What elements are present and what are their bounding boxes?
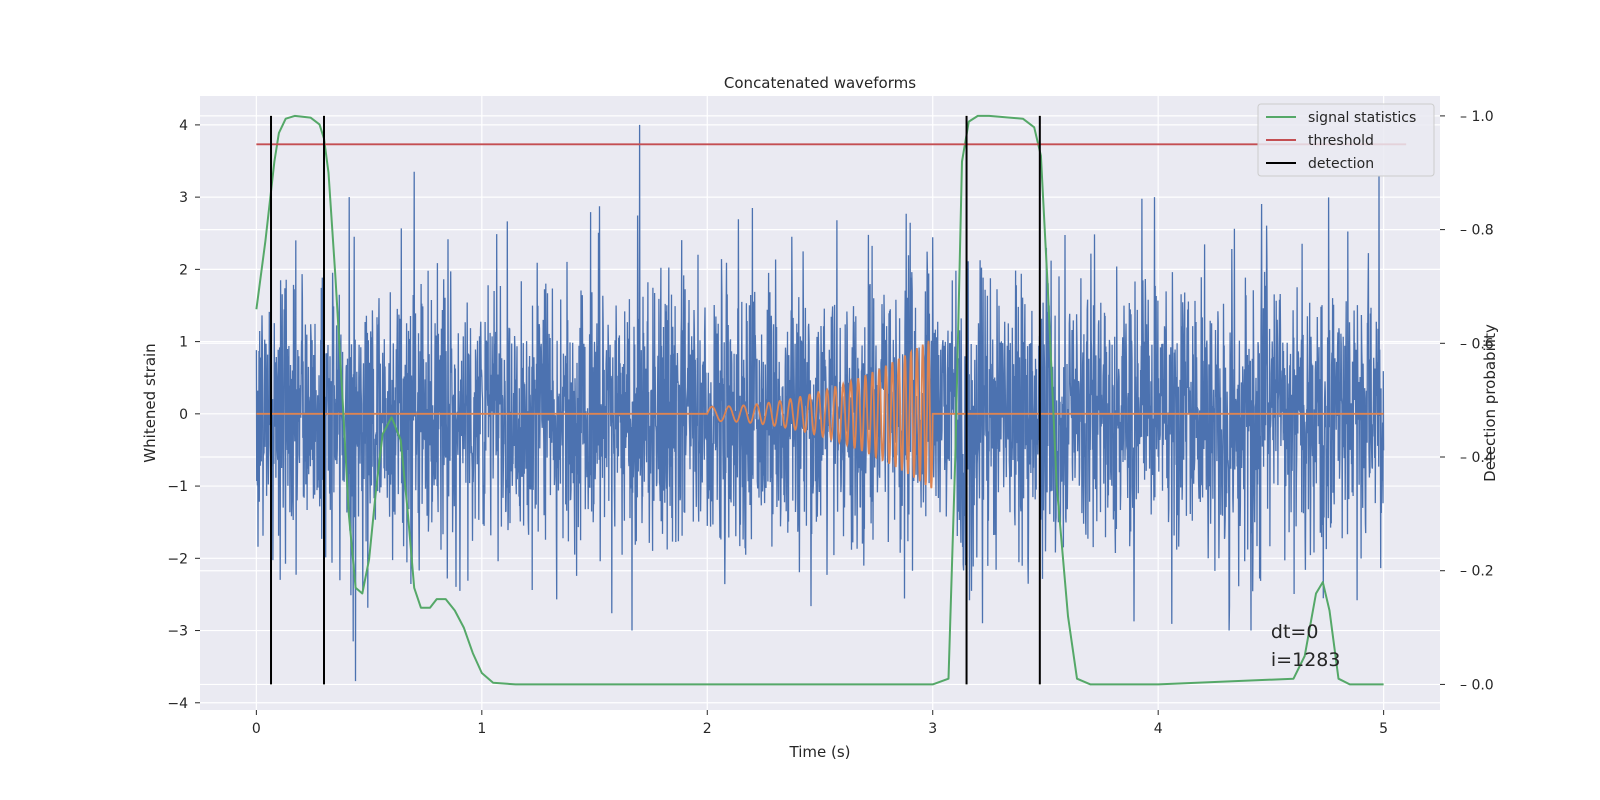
series-layer [255, 114, 1407, 686]
x-axis-label: Time (s) [789, 743, 851, 761]
x-tick-label: 0 [252, 721, 261, 737]
y2-tick-label: – 1.0 [1460, 109, 1494, 125]
y-tick-label: −4 [167, 696, 188, 712]
x-tick-label: 3 [928, 721, 937, 737]
legend-label-threshold: threshold [1308, 133, 1374, 149]
annotation: dt=0 i=1283 [1271, 621, 1341, 671]
legend-box [1257, 103, 1435, 177]
x-tick-label: 4 [1154, 721, 1163, 737]
annotation-line: i=1283 [1271, 649, 1341, 671]
legend-label-detection: detection [1308, 156, 1374, 172]
x-tick-label: 2 [703, 721, 712, 737]
legend: signal statistics threshold detection [1257, 103, 1435, 177]
y-tick-label: −3 [167, 624, 188, 640]
series-strain [255, 124, 1385, 682]
x-tick-label: 5 [1379, 721, 1388, 737]
y2-axis-label: Detection probability [1481, 324, 1499, 482]
y2-tick-label: – 0.4 [1460, 450, 1494, 466]
series-template [256, 340, 1384, 489]
series-signal-statistics [255, 114, 1384, 686]
y2-tick-label: – 0.6 [1460, 336, 1494, 352]
y-tick-label: −1 [167, 479, 188, 495]
y-tick-label: 4 [179, 118, 188, 134]
y2-tick-label: – 0.2 [1460, 564, 1494, 580]
y-tick-label: 3 [179, 190, 188, 206]
annotation-line: dt=0 [1271, 621, 1319, 643]
y-tick-label: −2 [167, 551, 188, 567]
y-tick-label: 2 [179, 262, 188, 278]
x-tick-label: 1 [477, 721, 486, 737]
y-tick-label: 1 [179, 335, 188, 351]
legend-label-signal-statistics: signal statistics [1308, 110, 1416, 126]
y-axis-label: Whitened strain [141, 343, 159, 462]
y2-tick-label: – 0.8 [1460, 223, 1494, 239]
chart-title: Concatenated waveforms [724, 74, 916, 92]
ticks: 0 1 2 3 4 5 −4 −3 −2 −1 0 1 2 3 4 – 0.0 – 0.2 – 0.4 – 0.6 –… [167, 109, 1493, 737]
y-tick-label: 0 [179, 407, 188, 423]
y2-tick-label: – 0.0 [1460, 677, 1494, 693]
